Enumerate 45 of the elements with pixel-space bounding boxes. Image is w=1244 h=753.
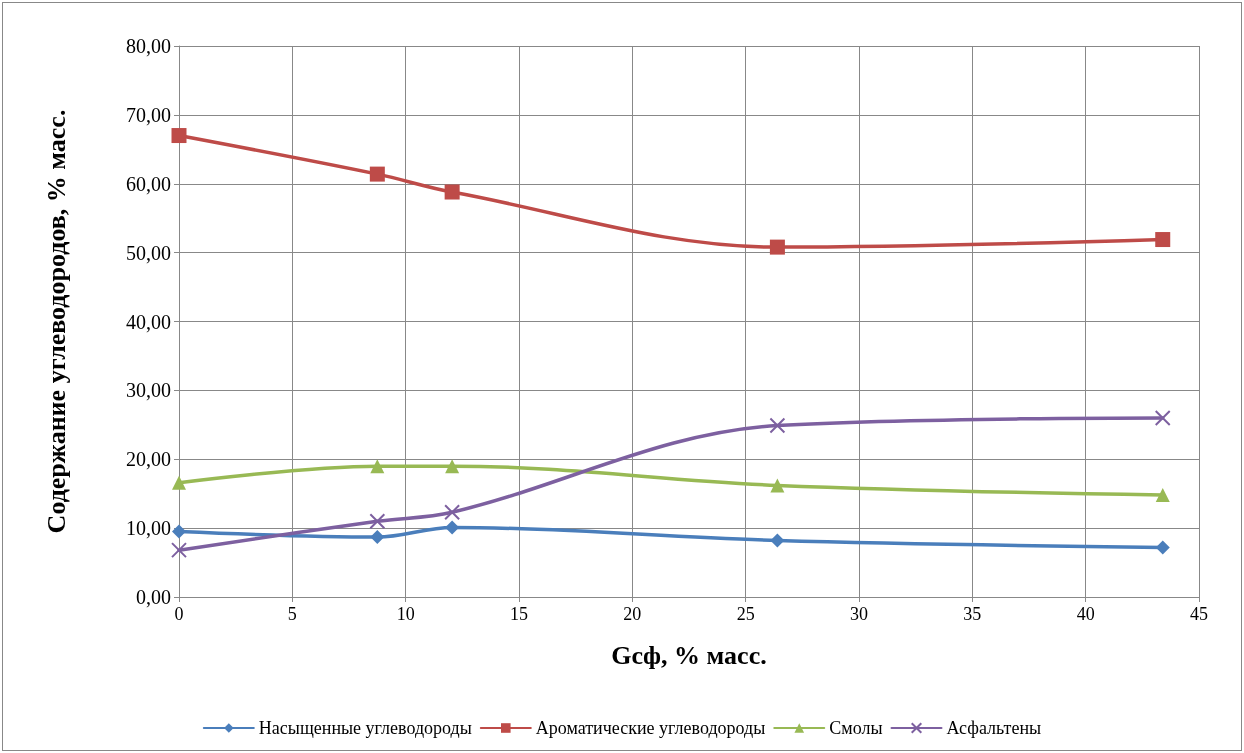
y-tick-label: 50,00 bbox=[126, 241, 171, 264]
legend-label: Асфальтены bbox=[946, 718, 1042, 738]
x-tick-label: 25 bbox=[736, 604, 755, 624]
x-tick-label: 40 bbox=[1076, 604, 1095, 624]
y-tick-label: 10,00 bbox=[126, 517, 171, 540]
point bbox=[770, 533, 785, 548]
point bbox=[171, 128, 187, 144]
y-tick-label: 30,00 bbox=[126, 379, 171, 402]
x-tick-label: 30 bbox=[850, 604, 868, 624]
point bbox=[1155, 540, 1170, 555]
point bbox=[770, 478, 785, 493]
x-axis-title: Gcф, % масс. bbox=[611, 640, 767, 670]
y-tick-label: 60,00 bbox=[126, 172, 171, 195]
point bbox=[370, 459, 385, 474]
x-tick-label: 10 bbox=[396, 604, 415, 624]
point bbox=[369, 166, 385, 182]
point bbox=[172, 524, 186, 539]
y-axis-title: Содержание углеводородов, % масс. bbox=[41, 109, 71, 534]
x-tick-label: 45 bbox=[1190, 604, 1208, 624]
point bbox=[172, 475, 186, 490]
point bbox=[369, 513, 386, 530]
legend-label: Ароматические углеводороды bbox=[535, 718, 766, 738]
point bbox=[370, 530, 385, 545]
y-tick-label: 0,00 bbox=[136, 586, 171, 608]
y-tick-label: 80,00 bbox=[126, 35, 171, 57]
point bbox=[1155, 488, 1170, 503]
x-tick-label: 15 bbox=[510, 604, 528, 624]
point bbox=[1155, 232, 1171, 248]
y-tick-label: 20,00 bbox=[126, 448, 171, 471]
point bbox=[1154, 409, 1171, 426]
point bbox=[769, 417, 786, 434]
x-tick-label: 0 bbox=[174, 604, 184, 624]
x-tick-label: 35 bbox=[963, 604, 982, 624]
point bbox=[444, 504, 461, 521]
legend-label: Смолы bbox=[829, 718, 883, 738]
point bbox=[171, 542, 187, 559]
point bbox=[444, 184, 460, 200]
point bbox=[445, 520, 460, 535]
y-tick-label: 70,00 bbox=[126, 103, 171, 126]
x-tick-label: 20 bbox=[623, 604, 642, 624]
x-tick-label: 5 bbox=[287, 604, 297, 624]
y-tick-label: 40,00 bbox=[126, 310, 171, 333]
legend-label: Насыщенные углеводороды bbox=[258, 718, 472, 738]
point bbox=[769, 239, 785, 255]
point bbox=[445, 459, 460, 474]
